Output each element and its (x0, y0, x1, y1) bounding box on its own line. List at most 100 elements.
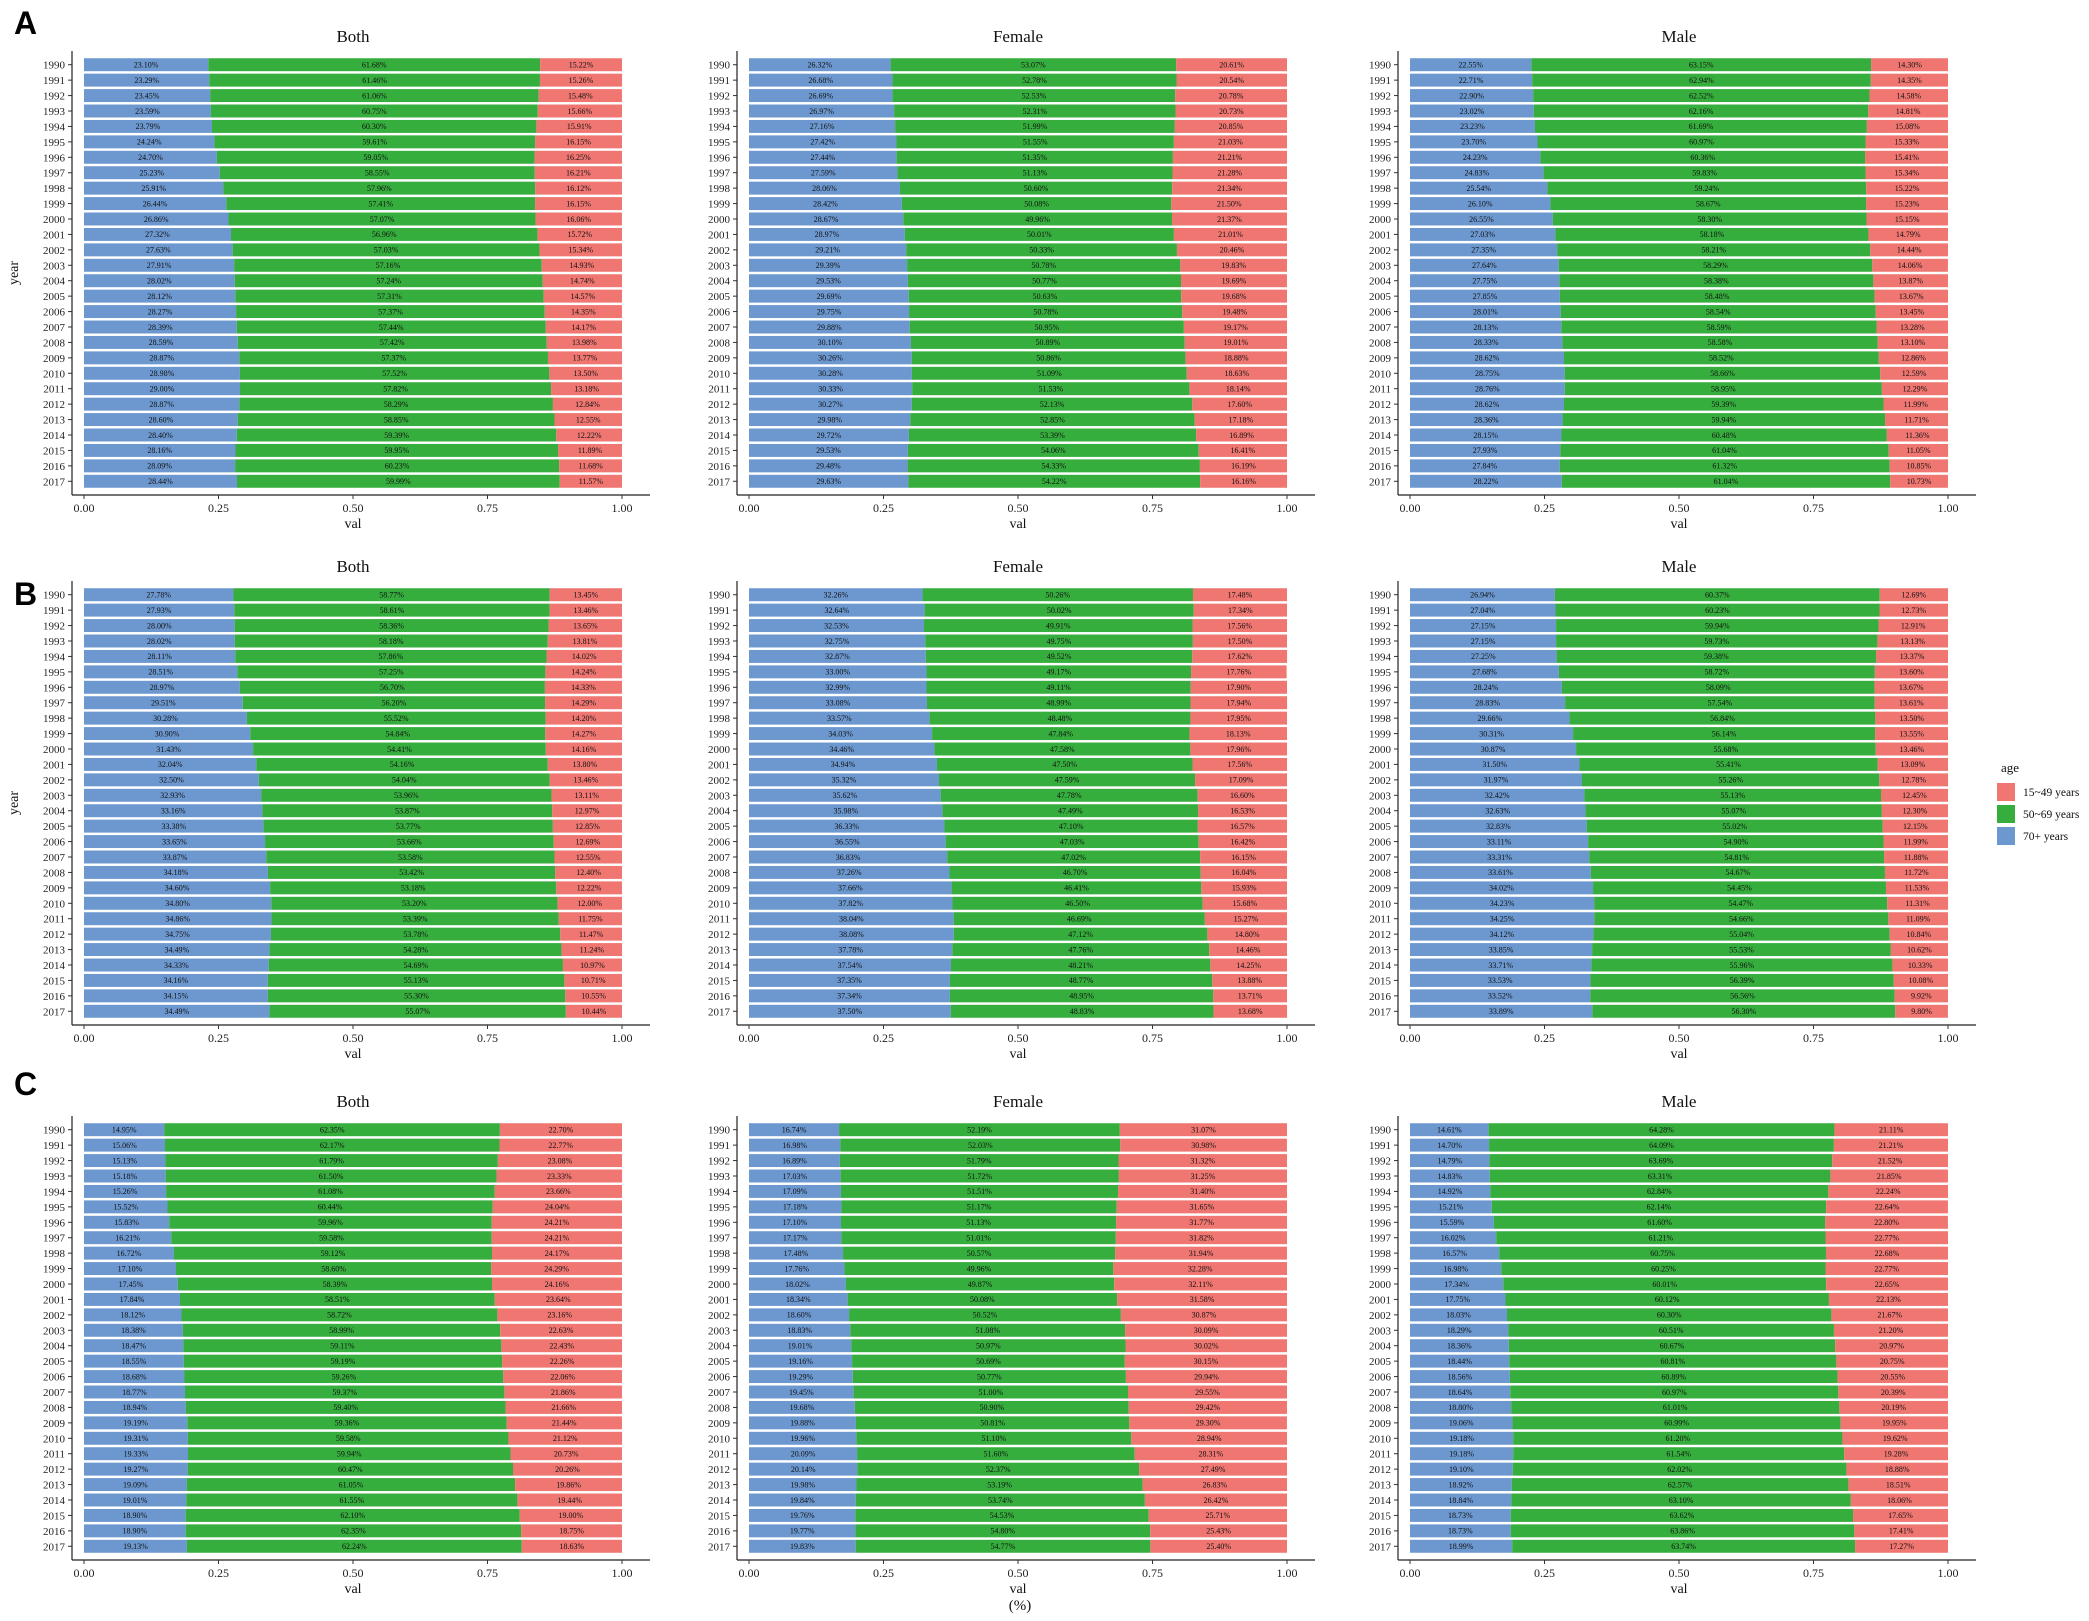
x-tick-label-b-female-4: 1.00 (1277, 1031, 1298, 1045)
y-tick-label-1996: 1996 (708, 152, 731, 164)
bar-seg-70plus-2002 (84, 1308, 182, 1322)
bar-seg-50-69-2013 (856, 1478, 1143, 1492)
bar-label-seg-70plus-2013: 33.85% (1489, 945, 1514, 954)
y-tick-label-2008: 2008 (1369, 1402, 1392, 1414)
y-tick-label-1999: 1999 (1369, 199, 1392, 211)
bar-label-seg-50-69-1995: 49.17% (1046, 668, 1071, 677)
bar-seg-70plus-2014 (84, 1493, 187, 1507)
bar-label-seg-70plus-1996: 24.23% (1463, 153, 1488, 162)
legend-label-15-49: 15~49 years (2023, 787, 2080, 799)
bar-label-seg-70plus-1996: 15.59% (1440, 1218, 1465, 1227)
bar-label-seg-50-69-1995: 57.25% (379, 668, 404, 677)
bar-seg-50-69-2003 (850, 1323, 1126, 1337)
bar-seg-70plus-1990 (84, 58, 209, 72)
bar-label-seg-70plus-1994: 23.23% (1460, 122, 1485, 131)
y-tick-label-1998: 1998 (1369, 183, 1392, 195)
bar-seg-70plus-1990 (84, 588, 234, 602)
y-tick-label-2004: 2004 (708, 806, 731, 818)
y-tick-label-2008: 2008 (708, 1402, 731, 1414)
bar-label-seg-15-49-1996: 24.21% (545, 1218, 570, 1227)
bar-label-seg-50-69-2000: 47.58% (1050, 745, 1075, 754)
bar-seg-70plus-1999 (84, 197, 227, 211)
bar-seg-50-69-2003 (1584, 788, 1882, 802)
bar-label-seg-70plus-2011: 34.25% (1490, 915, 1515, 924)
bar-label-seg-50-69-1995: 58.72% (1705, 668, 1730, 677)
bar-label-seg-70plus-1998: 28.06% (812, 184, 837, 193)
bar-seg-50-69-1998 (843, 1246, 1116, 1260)
bars-a-female: 26.32% 53.07% 20.61%26.68% 52.78% 20.54%26.6… (749, 58, 1288, 488)
bar-seg-70plus-2017 (1410, 1004, 1593, 1018)
bar-seg-70plus-2011 (1410, 1447, 1514, 1461)
bar-label-seg-15-49-1993: 21.85% (1877, 1172, 1902, 1181)
bar-seg-50-69-1996 (926, 680, 1191, 694)
y-tick-label-1998: 1998 (708, 183, 731, 195)
bar-label-seg-50-69-2005: 50.69% (976, 1357, 1001, 1366)
y-tick-label-2017: 2017 (1369, 476, 1392, 488)
bar-seg-70plus-1991 (749, 73, 893, 87)
bar-label-seg-50-69-2012: 52.37% (986, 1465, 1011, 1474)
bar-seg-70plus-1990 (84, 1123, 165, 1137)
bar-seg-15-49-1992 (548, 619, 623, 633)
bar-label-seg-50-69-2000: 49.87% (968, 1280, 993, 1289)
y-tick-label-2015: 2015 (708, 1510, 731, 1522)
bar-seg-50-69-1990 (922, 588, 1193, 602)
bar-seg-50-69-2016 (267, 989, 566, 1003)
bar-seg-50-69-1996 (239, 680, 545, 694)
bar-label-seg-50-69-2017: 61.04% (1714, 477, 1739, 486)
bar-label-seg-50-69-2005: 55.02% (1722, 822, 1747, 831)
y-tick-label-2011: 2011 (43, 1449, 65, 1461)
bar-seg-50-69-1998 (223, 181, 536, 195)
bar-seg-15-49-2011 (558, 912, 622, 926)
bar-label-seg-15-49-2015: 11.89% (578, 446, 603, 455)
bar-label-seg-50-69-1997: 51.13% (1023, 169, 1048, 178)
x-tick-label-a-male-0: 0.00 (1400, 501, 1421, 515)
y-tick-label-1990: 1990 (1369, 60, 1392, 72)
y-tick-label-2013: 2013 (1369, 945, 1392, 957)
bar-seg-15-49-2012 (552, 397, 622, 411)
x-tick-label-c-female-4: 1.00 (1277, 1566, 1298, 1580)
y-tick-label-2000: 2000 (43, 1279, 66, 1291)
bar-seg-15-49-2011 (1844, 1447, 1948, 1461)
bar-label-seg-70plus-2002: 27.35% (1471, 246, 1496, 255)
bar-label-seg-50-69-2006: 53.66% (397, 837, 422, 846)
bar-seg-70plus-2006 (749, 1370, 853, 1384)
bar-seg-15-49-1994 (536, 119, 622, 133)
bar-label-seg-70plus-2006: 33.65% (162, 837, 187, 846)
percent-footnote: (%) (1009, 1598, 1032, 1614)
bar-label-seg-15-49-2001: 13.09% (1900, 760, 1925, 769)
y-tick-label-2002: 2002 (43, 1310, 65, 1322)
bar-seg-50-69-1991 (1489, 1138, 1834, 1152)
bar-seg-15-49-2017 (521, 1539, 622, 1553)
bar-seg-50-69-2007 (853, 1385, 1129, 1399)
bar-seg-50-69-1991 (1555, 603, 1880, 617)
bar-label-seg-50-69-2015: 61.04% (1712, 446, 1737, 455)
bar-label-seg-50-69-2011: 51.53% (1038, 385, 1063, 394)
bar-label-seg-70plus-2010: 30.28% (818, 369, 843, 378)
bar-label-seg-70plus-2010: 34.23% (1490, 899, 1515, 908)
bar-seg-70plus-2008 (84, 1400, 186, 1414)
bar-label-seg-50-69-2005: 57.31% (377, 292, 402, 301)
bar-seg-50-69-2000 (253, 742, 546, 756)
bar-seg-70plus-1996 (1410, 1215, 1494, 1229)
bar-seg-50-69-2013 (1562, 413, 1886, 427)
bar-seg-15-49-1992 (1878, 619, 1948, 633)
y-tick-label-2017: 2017 (1369, 1541, 1392, 1553)
bar-seg-15-49-2016 (1894, 989, 1948, 1003)
bar-label-seg-15-49-2008: 20.19% (1881, 1403, 1906, 1412)
bar-seg-70plus-1999 (84, 727, 251, 741)
bar-seg-70plus-2007 (84, 320, 237, 334)
bar-label-seg-50-69-1999: 47.84% (1048, 729, 1073, 738)
x-tick-label-c-female-0: 0.00 (739, 1566, 760, 1580)
bar-seg-70plus-1992 (749, 89, 893, 103)
bar-seg-70plus-2015 (1410, 443, 1561, 457)
y-tick-label-2017: 2017 (43, 1541, 66, 1553)
y-tick-label-1997: 1997 (43, 1233, 66, 1245)
bar-seg-50-69-1995 (1558, 665, 1875, 679)
bar-seg-70plus-2010 (84, 1431, 188, 1445)
bar-seg-70plus-2000 (1410, 742, 1577, 756)
bar-label-seg-50-69-2012: 59.39% (1711, 400, 1736, 409)
bar-seg-15-49-1998 (1875, 711, 1948, 725)
bar-seg-15-49-1996 (1116, 1215, 1287, 1229)
bar-seg-70plus-2003 (84, 1323, 183, 1337)
bar-seg-50-69-2012 (857, 1462, 1140, 1476)
